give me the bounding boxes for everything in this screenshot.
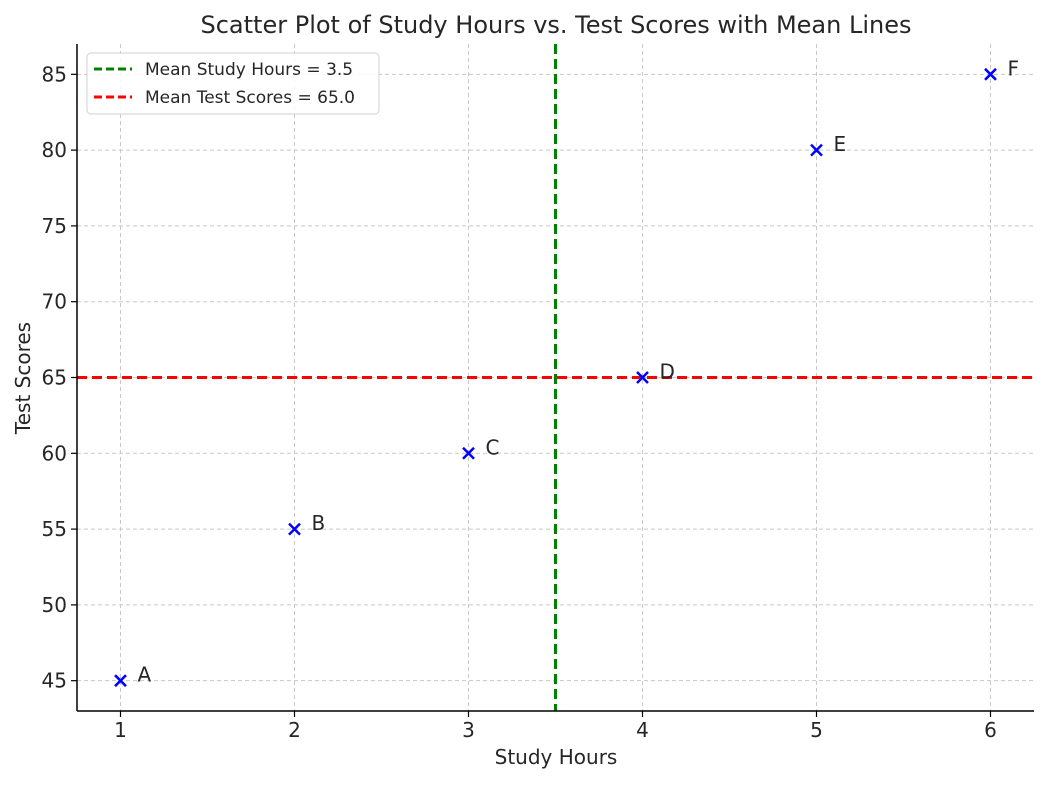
x-tick-label: 2 [288, 718, 301, 742]
x-marker [114, 674, 127, 688]
legend-box [86, 52, 380, 115]
point-label: F [1008, 56, 1020, 80]
x-tick-label: 5 [810, 718, 823, 742]
point-label: A [138, 663, 152, 687]
point-label: B [312, 511, 326, 535]
data-points: A B C D E F [114, 56, 1020, 688]
y-tick-label: 70 [42, 290, 67, 314]
point-label: E [834, 132, 847, 156]
mean-lines [77, 44, 1034, 711]
y-tick-label: 65 [42, 366, 67, 390]
y-tick-label: 50 [42, 593, 67, 617]
legend-entry: Mean Study Hours = 3.5 [145, 60, 353, 80]
y-tick-label: 75 [42, 214, 67, 238]
point-label: D [660, 360, 675, 384]
x-marker [984, 67, 997, 81]
y-tick-label: 60 [42, 441, 67, 465]
x-tick-label: 3 [462, 718, 475, 742]
y-tick-label: 55 [42, 517, 67, 541]
legend: Mean Study Hours = 3.5 Mean Test Scores =… [86, 52, 380, 115]
x-tick-label: 6 [984, 718, 997, 742]
y-tick-label: 85 [42, 62, 67, 86]
data-point-d [636, 371, 649, 384]
point-label: C [486, 435, 500, 459]
y-tick-label: 45 [42, 669, 67, 693]
x-tick-label: 1 [114, 718, 127, 742]
x-marker [636, 371, 649, 384]
data-point-b [288, 522, 301, 536]
y-tick-label: 80 [42, 138, 67, 162]
data-point-f [984, 67, 997, 81]
data-point-e [810, 143, 823, 157]
data-point-c [462, 446, 475, 460]
x-marker [288, 522, 301, 536]
legend-entry: Mean Test Scores = 65.0 [145, 88, 355, 108]
x-tick-label: 4 [636, 718, 649, 742]
data-point-a [114, 674, 127, 688]
x-axis-label: Study Hours [495, 745, 618, 769]
y-axis-label: Test Scores [11, 322, 35, 435]
x-marker [462, 446, 475, 460]
x-marker [810, 143, 823, 157]
chart-title: Scatter Plot of Study Hours vs. Test Sco… [201, 11, 912, 39]
